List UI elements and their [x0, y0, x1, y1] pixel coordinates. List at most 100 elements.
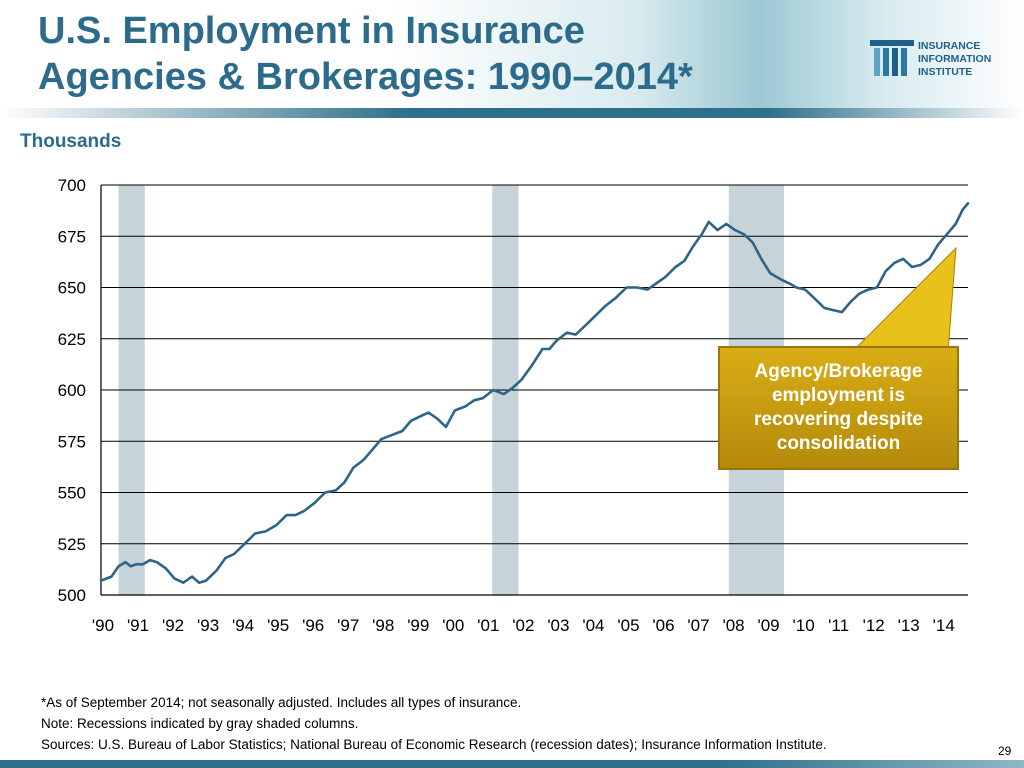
x-tick-label-2004: '04 — [582, 616, 604, 635]
data-point-34 — [401, 430, 403, 432]
data-point-60 — [646, 289, 649, 291]
data-point-61 — [655, 282, 657, 284]
footer-rule — [0, 760, 1024, 768]
x-tick-labels: '90 '91 '92 '93 '94 '95 '96 '97 '98 '99 '00 '01 '02 '… — [92, 616, 955, 635]
data-point-93 — [937, 243, 939, 245]
footnote-sources: Sources: U.S. Bureau of Labor Statistics… — [41, 737, 827, 752]
employment-series-line — [99, 202, 970, 584]
data-point-79 — [813, 297, 815, 299]
x-tick-label-2006: '06 — [652, 616, 674, 635]
data-point-38 — [436, 418, 438, 420]
x-tick-label-1995: '95 — [267, 616, 289, 635]
data-point-19 — [254, 532, 256, 535]
data-point-18 — [244, 543, 246, 545]
y-tick-label-500: 500 — [58, 586, 86, 605]
x-tick-label-2009: '09 — [757, 616, 779, 635]
data-point-57 — [615, 297, 617, 299]
x-tick-label-2008: '08 — [722, 616, 744, 635]
data-point-71 — [743, 233, 745, 235]
data-point-63 — [674, 266, 677, 268]
data-point-46 — [511, 387, 514, 389]
data-point-88 — [893, 262, 896, 264]
data-point-91 — [920, 264, 922, 266]
data-point-92 — [928, 258, 931, 260]
data-point-50 — [548, 348, 551, 350]
data-point-72 — [752, 241, 754, 243]
y-axis-units-label: Thousands — [20, 131, 122, 152]
x-tick-label-2013: '13 — [898, 616, 920, 635]
data-point-0 — [100, 580, 102, 582]
y-tick-label-550: 550 — [58, 484, 86, 503]
data-point-4 — [130, 565, 132, 567]
data-point-84 — [858, 293, 861, 295]
data-point-80 — [823, 307, 826, 309]
callout-text: Agency/Brokerage employment is recoverin… — [754, 361, 923, 454]
data-point-47 — [520, 379, 523, 381]
title-line-2: Agencies & Brokerages: 1990–2014* — [38, 56, 693, 98]
series-layer — [99, 202, 970, 584]
footnote-asof: *As of September 2014; not seasonally ad… — [41, 695, 522, 710]
data-point-7 — [149, 559, 151, 561]
data-point-43 — [482, 397, 484, 399]
x-tick-label-2011: '11 — [828, 616, 849, 635]
y-tick-label-600: 600 — [58, 381, 86, 400]
header-rule — [0, 108, 1024, 118]
data-point-74 — [769, 272, 771, 274]
footnote-recession: Note: Recessions indicated by gray shade… — [41, 716, 359, 731]
data-point-3 — [124, 561, 127, 563]
y-tick-labels: 500 525 550 575 600 625 650 675 700 — [58, 176, 86, 605]
data-point-25 — [314, 502, 316, 504]
x-tick-label-1994: '94 — [232, 616, 254, 635]
data-point-24 — [303, 510, 305, 512]
callout-box: Agency/Brokerage employment is recoverin… — [718, 346, 959, 470]
slide-title: U.S. Employment in Insurance Agencies & … — [38, 8, 693, 100]
data-point-8 — [156, 561, 158, 563]
data-point-87 — [885, 270, 887, 272]
iii-logo: INSURANCE INFORMATION INSTITUTE — [870, 38, 1010, 82]
logo-line-1: INSURANCE — [918, 40, 981, 52]
data-point-54 — [583, 325, 586, 327]
data-point-14 — [205, 580, 207, 582]
data-point-76 — [788, 282, 790, 284]
page-number: 29 — [998, 744, 1012, 758]
x-tick-label-1993: '93 — [197, 616, 219, 635]
data-point-64 — [683, 260, 685, 262]
data-point-23 — [294, 514, 296, 516]
data-point-53 — [575, 334, 577, 336]
data-point-97 — [967, 202, 969, 204]
data-point-55 — [594, 315, 596, 317]
data-point-62 — [664, 276, 666, 278]
data-point-42 — [473, 399, 475, 401]
data-point-13 — [198, 582, 200, 584]
data-point-68 — [716, 229, 719, 231]
x-tick-label-2007: '07 — [687, 616, 709, 635]
data-point-51 — [555, 340, 558, 342]
data-point-86 — [876, 286, 878, 289]
iii-bars-logo-icon — [870, 40, 914, 76]
data-point-49 — [541, 348, 544, 350]
data-point-85 — [867, 289, 869, 291]
data-point-12 — [191, 576, 193, 578]
x-tick-label-2014: '14 — [933, 616, 955, 635]
data-point-27 — [335, 489, 337, 491]
y-tick-label-700: 700 — [58, 176, 86, 195]
data-point-20 — [265, 530, 267, 532]
data-point-59 — [636, 286, 638, 289]
data-point-65 — [692, 245, 694, 248]
data-point-67 — [708, 221, 710, 223]
x-tick-label-1992: '92 — [162, 616, 184, 635]
data-point-6 — [142, 563, 144, 565]
data-point-31 — [371, 448, 374, 451]
data-point-2 — [117, 565, 120, 567]
data-point-73 — [760, 258, 762, 260]
data-point-81 — [832, 309, 834, 311]
y-tick-label-650: 650 — [58, 279, 86, 298]
data-point-41 — [464, 405, 466, 407]
y-tick-label-625: 625 — [58, 330, 86, 349]
title-line-1: U.S. Employment in Insurance — [38, 10, 585, 52]
x-tick-label-1999: '99 — [407, 616, 429, 635]
data-point-9 — [165, 567, 167, 569]
x-tick-label-2010: '10 — [793, 616, 815, 635]
x-tick-label-2003: '03 — [547, 616, 569, 635]
data-point-82 — [841, 311, 843, 313]
